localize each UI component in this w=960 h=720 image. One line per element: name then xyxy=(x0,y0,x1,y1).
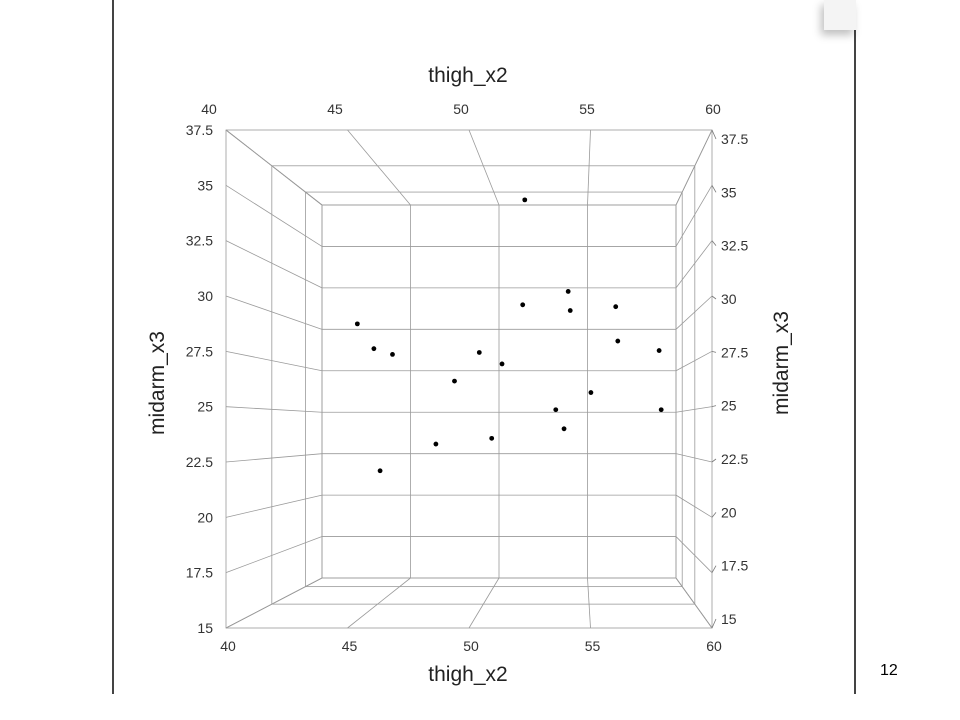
y-tick-label-right: 25 xyxy=(721,398,737,414)
y-tick-label-left: 20 xyxy=(197,509,213,525)
y-grid-line xyxy=(675,350,713,372)
y-grid-line xyxy=(675,295,713,330)
y-tick-leader-right xyxy=(711,295,717,300)
x-grid-line xyxy=(468,129,500,206)
y-tick-leader-right xyxy=(711,405,717,408)
data-point xyxy=(615,338,621,344)
y-tick-label-left: 27.5 xyxy=(186,343,213,359)
grid-layer xyxy=(225,129,713,629)
data-point xyxy=(371,346,377,352)
y-tick-label-right: 30 xyxy=(721,291,737,307)
y-tick-label-right: 37.5 xyxy=(721,131,748,147)
y-grid-line xyxy=(225,536,323,574)
y-grid-line xyxy=(675,494,713,518)
y-tick-label-right: 35 xyxy=(721,184,737,200)
y-tick-leader-right xyxy=(711,350,717,353)
y-tick-label-left: 15 xyxy=(197,620,213,636)
y-grid-line xyxy=(225,350,323,372)
data-point xyxy=(658,407,664,413)
y-grid-line xyxy=(675,240,713,289)
data-point xyxy=(565,289,571,294)
x-tick-label-top: 40 xyxy=(201,101,217,117)
data-point xyxy=(520,302,526,308)
y-grid-line xyxy=(225,295,323,330)
x-grid-line xyxy=(587,129,591,206)
y-grid-line xyxy=(225,453,323,463)
y-tick-label-right: 32.5 xyxy=(721,238,748,254)
x-grid-line xyxy=(347,577,411,629)
window-corner-tab xyxy=(824,0,856,30)
y-tick-leader-right xyxy=(711,458,717,463)
y-tick-label-right: 15 xyxy=(721,611,737,627)
data-point xyxy=(354,321,360,327)
y-grid-line xyxy=(675,185,713,247)
data-point xyxy=(561,426,567,432)
y-tick-label-right: 22.5 xyxy=(721,451,748,467)
y-tick-leader-right xyxy=(711,512,717,518)
y-tick-leader-right xyxy=(711,129,717,140)
x-tick-label-bottom: 40 xyxy=(220,638,236,654)
data-point xyxy=(588,390,594,395)
y-grid-line xyxy=(675,536,713,573)
y-tick-leader-right xyxy=(711,618,717,629)
y-grid-line xyxy=(675,406,713,413)
y-tick-label-right: 20 xyxy=(721,504,737,520)
data-point-layer xyxy=(354,197,664,474)
x-grid-line xyxy=(225,577,323,629)
data-point xyxy=(390,351,395,357)
y-grid-line xyxy=(225,240,323,289)
x-grid-line xyxy=(468,577,500,629)
x-axis-title-top: thigh_x2 xyxy=(428,64,507,87)
page-number: 12 xyxy=(880,662,898,679)
grid-layer-rect xyxy=(305,191,683,588)
y-axis-title-left: midarm_x3 xyxy=(146,331,169,435)
data-point xyxy=(377,468,383,474)
x-tick-label-bottom: 55 xyxy=(585,638,601,654)
data-point xyxy=(522,197,528,203)
x-axis-title-bottom: thigh_x2 xyxy=(428,663,507,686)
x-tick-label-top: 60 xyxy=(705,101,721,117)
x-tick-label-bottom: 45 xyxy=(342,638,358,654)
data-point xyxy=(476,350,482,355)
grid-layer-rect xyxy=(271,165,696,605)
y-grid-line xyxy=(225,184,323,247)
data-point xyxy=(433,441,439,447)
y-tick-label-left: 30 xyxy=(197,288,213,304)
x-grid-line xyxy=(675,129,713,206)
y-axis-title-right: midarm_x3 xyxy=(770,311,793,415)
x-tick-label-bottom: 50 xyxy=(463,638,479,654)
y-tick-leader-right xyxy=(711,185,717,193)
y-grid-line xyxy=(225,406,323,413)
tick-label-layer: 15 15 17.5 17.5 20 20 22.5 22.5 25 25 27.5 27.5 30 30… xyxy=(186,101,749,654)
data-point xyxy=(613,304,619,310)
y-tick-label-right: 17.5 xyxy=(721,558,748,574)
y-grid-line xyxy=(225,494,323,518)
y-grid-line xyxy=(675,453,713,463)
data-point xyxy=(489,435,495,441)
data-point xyxy=(452,378,457,384)
x-grid-line xyxy=(347,129,411,206)
x-tick-label-top: 50 xyxy=(453,101,469,117)
y-tick-label-left: 37.5 xyxy=(186,122,213,138)
x-tick-label-bottom: 60 xyxy=(706,638,722,654)
x-tick-label-top: 45 xyxy=(327,101,343,117)
data-point xyxy=(656,348,662,353)
y-tick-label-left: 25 xyxy=(197,399,213,415)
x-grid-line xyxy=(225,129,323,206)
data-point xyxy=(567,308,573,313)
y-tick-label-left: 35 xyxy=(197,177,213,193)
data-point xyxy=(499,361,505,367)
data-point xyxy=(553,407,559,413)
x-grid-line xyxy=(675,577,713,629)
y-tick-leader-right xyxy=(711,240,717,246)
y-tick-label-left: 22.5 xyxy=(186,454,213,470)
x-tick-label-top: 55 xyxy=(579,101,595,117)
y-tick-leader-right xyxy=(711,565,717,573)
y-tick-label-left: 32.5 xyxy=(186,233,213,249)
x-grid-line xyxy=(587,577,591,629)
y-tick-label-left: 17.5 xyxy=(186,565,213,581)
y-tick-label-right: 27.5 xyxy=(721,344,748,360)
